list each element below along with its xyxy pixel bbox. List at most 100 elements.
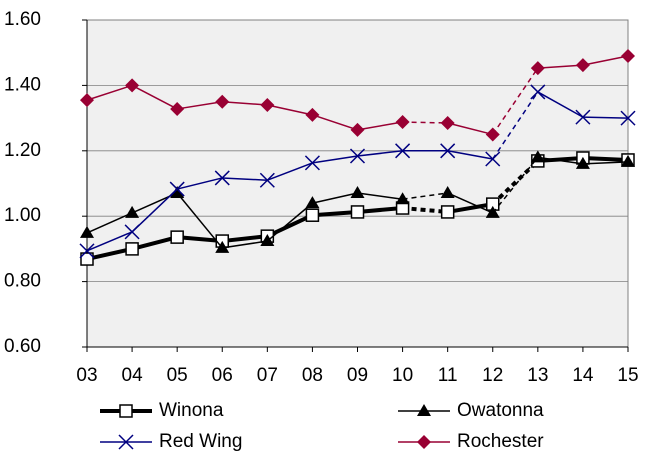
x-tick-label: 12 <box>482 365 503 386</box>
line-segment <box>582 55 629 66</box>
y-tick-label: 1.60 <box>4 9 41 30</box>
marker <box>260 234 275 247</box>
marker <box>395 143 411 159</box>
line-segment <box>537 156 584 165</box>
legend-label: Winona <box>159 400 224 421</box>
marker <box>119 404 133 418</box>
marker <box>305 196 320 209</box>
marker <box>485 151 501 167</box>
legend-label: Rochester <box>457 431 544 452</box>
marker <box>440 185 455 198</box>
series <box>79 84 636 259</box>
marker <box>305 208 320 222</box>
line-segment <box>222 234 268 244</box>
lines <box>79 48 636 266</box>
legend: Winona Owatonna Red Wing Rochester <box>100 400 544 452</box>
line-segment <box>402 192 448 200</box>
marker <box>350 122 365 137</box>
legend-label: Red Wing <box>159 431 242 452</box>
x-tick-label: 06 <box>212 365 233 386</box>
x-tick-label: 13 <box>527 365 548 386</box>
line-segment <box>357 206 403 214</box>
x-tick-label: 11 <box>438 365 458 386</box>
marker <box>170 185 185 198</box>
marker <box>417 404 431 416</box>
line-segment <box>492 91 539 160</box>
line-segment <box>131 235 178 251</box>
marker <box>124 224 140 240</box>
line-segment <box>447 122 493 136</box>
marker <box>575 156 590 169</box>
y-tick-label: 0.60 <box>4 336 41 357</box>
line-segment <box>402 121 448 124</box>
marker <box>214 170 230 186</box>
marker <box>575 109 591 125</box>
line-segment <box>176 192 223 249</box>
y-tick-label: 1.20 <box>4 140 41 161</box>
line-segment <box>357 121 403 131</box>
marker <box>621 154 635 167</box>
marker <box>350 185 365 198</box>
y-tick-label: 1.40 <box>4 74 41 95</box>
marker <box>125 242 139 256</box>
line-segment <box>266 213 314 238</box>
marker <box>125 78 140 93</box>
line-segment <box>312 192 358 204</box>
line-segment <box>267 104 313 116</box>
series <box>80 48 635 142</box>
x-tick-label: 15 <box>617 365 638 386</box>
line-segment <box>131 188 178 233</box>
line-segment <box>131 84 178 110</box>
line-segment <box>582 161 629 165</box>
line-segment <box>312 209 358 218</box>
y-tick-label: 1.00 <box>4 205 41 226</box>
marker <box>530 84 546 100</box>
marker <box>170 101 185 116</box>
plot-area <box>86 19 629 348</box>
marker <box>530 61 545 76</box>
y-tick-label: 0.80 <box>4 271 41 292</box>
marker <box>440 143 456 159</box>
marker <box>440 205 455 219</box>
line-segment <box>267 162 313 181</box>
line-segment <box>86 84 133 101</box>
line-segment <box>177 101 223 110</box>
line-segment <box>86 212 133 234</box>
line-segment <box>176 235 223 244</box>
x-tick-label: 07 <box>257 365 278 386</box>
marker <box>621 48 635 63</box>
line-segment <box>402 206 448 214</box>
marker <box>118 434 134 450</box>
line-segment <box>582 116 629 119</box>
line-segment <box>447 202 494 214</box>
line-segment <box>176 177 223 190</box>
marker <box>259 172 275 188</box>
series <box>80 150 635 253</box>
line-segment <box>222 240 268 249</box>
marker <box>395 115 410 130</box>
marker <box>80 252 94 266</box>
line-segment <box>86 231 133 252</box>
x-tick-label: 04 <box>122 365 144 386</box>
line-segment <box>447 192 494 214</box>
marker <box>575 58 590 73</box>
line-segment <box>492 156 539 214</box>
line-segment <box>222 177 268 181</box>
marker <box>417 435 431 449</box>
marker <box>530 150 545 163</box>
marker <box>440 116 455 131</box>
x-tick-label: 05 <box>167 365 188 386</box>
marker <box>349 148 366 164</box>
marker <box>170 230 184 244</box>
marker <box>169 181 185 197</box>
marker <box>125 205 140 218</box>
line-segment <box>582 155 629 162</box>
labels: 0.60 0.80 1.00 1.20 1.40 1.60 03 04 05 06 07 08 09 10… <box>4 9 639 386</box>
marker <box>215 240 230 253</box>
line-segment <box>266 202 313 242</box>
line-segment <box>492 67 539 135</box>
marker <box>395 192 410 205</box>
line-segment <box>537 155 584 163</box>
x-tick-label: 14 <box>572 365 594 386</box>
legend-label: Owatonna <box>457 400 544 421</box>
